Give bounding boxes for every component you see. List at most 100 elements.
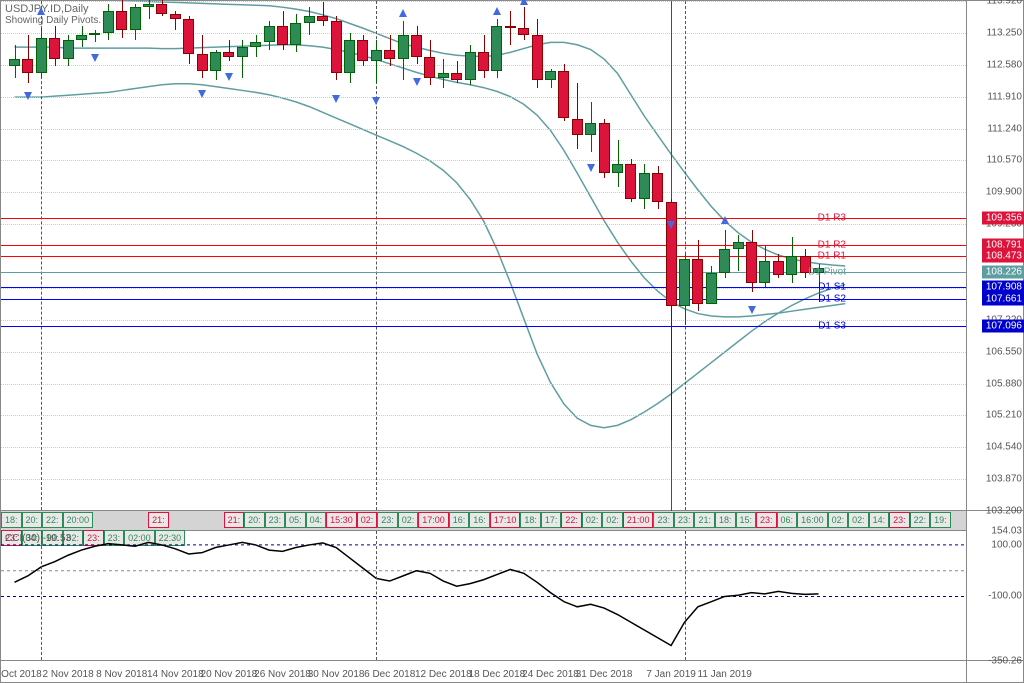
cci-line	[15, 542, 819, 645]
date-tick: 12 Dec 2018	[415, 669, 472, 680]
candle-body[interactable]	[719, 249, 730, 273]
y-gridline	[1, 192, 966, 193]
candle-body[interactable]	[223, 52, 234, 57]
candle-body[interactable]	[666, 202, 677, 307]
candle-body[interactable]	[36, 38, 47, 74]
candle-body[interactable]	[612, 164, 623, 174]
candle-body[interactable]	[491, 26, 502, 71]
date-tick: 26 Nov 2018	[254, 669, 311, 680]
y-gridline	[1, 129, 966, 130]
pivot-label: D1 R3	[818, 213, 846, 224]
candle-body[interactable]	[156, 4, 167, 14]
candle-body[interactable]	[371, 50, 382, 62]
candle-body[interactable]	[585, 123, 596, 135]
candle-body[interactable]	[451, 73, 462, 80]
y-tick: 104.540	[986, 442, 1022, 453]
candle-body[interactable]	[143, 4, 154, 6]
candle-body[interactable]	[398, 35, 409, 59]
signal-arrow-down-icon	[587, 164, 595, 172]
candle-body[interactable]	[317, 16, 328, 21]
candle-body[interactable]	[210, 52, 221, 71]
time-cell: 22:	[910, 512, 931, 528]
candle-body[interactable]	[411, 35, 422, 56]
candle-body[interactable]	[76, 35, 87, 40]
cci-axis: 154.03100.00-100.00-350.26	[967, 531, 1024, 661]
candle-body[interactable]	[465, 52, 476, 81]
cci-y-tick: -100.00	[988, 591, 1022, 602]
candle-body[interactable]	[692, 259, 703, 304]
candle-body[interactable]	[478, 52, 489, 71]
candle-body[interactable]	[22, 59, 33, 73]
main-price-panel[interactable]: USDJPY.ID,Daily Showing Daily Pivots. D1…	[1, 1, 967, 511]
candle-body[interactable]	[170, 14, 181, 19]
time-cell: 18:	[715, 512, 736, 528]
candle-body[interactable]	[639, 173, 650, 199]
candle-body[interactable]	[89, 33, 100, 35]
candle-body[interactable]	[183, 19, 194, 55]
candle-body[interactable]	[786, 256, 797, 275]
candle-body[interactable]	[746, 242, 757, 282]
signal-arrow-down-icon	[198, 90, 206, 98]
date-tick: 8 Nov 2018	[96, 669, 147, 680]
candle-body[interactable]	[49, 38, 60, 59]
candle-wick	[229, 40, 230, 61]
candle-body[interactable]	[237, 47, 248, 57]
candle-body[interactable]	[505, 26, 516, 28]
candle-body[interactable]	[532, 35, 543, 80]
candle-body[interactable]	[277, 26, 288, 45]
candle-body[interactable]	[599, 123, 610, 173]
candle-body[interactable]	[304, 16, 315, 23]
signal-arrow-down-icon	[748, 306, 756, 314]
candle-body[interactable]	[290, 23, 301, 44]
y-gridline	[1, 160, 966, 161]
pivot-label: D1 S1	[818, 282, 846, 293]
pivot-label: D1 S3	[818, 320, 846, 331]
time-cell: 20:	[22, 512, 43, 528]
candle-body[interactable]	[679, 259, 690, 307]
candle-body[interactable]	[344, 40, 355, 73]
date-tick: 18 Dec 2018	[469, 669, 526, 680]
candle-body[interactable]	[424, 57, 435, 78]
y-tick: 113.920	[987, 0, 1022, 7]
date-tick: 14 Nov 2018	[147, 669, 204, 680]
candle-body[interactable]	[438, 73, 449, 78]
candle-body[interactable]	[331, 21, 342, 73]
chart-subtitle: Showing Daily Pivots.	[5, 15, 101, 26]
time-cell: 18:	[1, 512, 22, 528]
candle-body[interactable]	[572, 119, 583, 136]
candle-body[interactable]	[384, 50, 395, 60]
candle-body[interactable]	[558, 71, 569, 119]
time-cell: 02:	[828, 512, 849, 528]
time-cell: 16:00	[797, 512, 828, 528]
price-badge: 108.226	[982, 265, 1024, 278]
candle-body[interactable]	[733, 242, 744, 249]
candle-wick	[242, 40, 243, 78]
candle-body[interactable]	[518, 28, 529, 35]
y-tick: 105.210	[986, 410, 1022, 421]
candle-body[interactable]	[652, 173, 663, 202]
candle-body[interactable]	[197, 54, 208, 71]
time-cell: 19:	[930, 512, 951, 528]
y-tick: 103.200	[986, 506, 1022, 517]
candle-body[interactable]	[759, 261, 770, 282]
candle-body[interactable]	[103, 11, 114, 32]
candle-wick	[577, 83, 578, 150]
candle-body[interactable]	[116, 11, 127, 30]
candle-body[interactable]	[9, 59, 20, 66]
y-tick: 113.250	[987, 27, 1022, 38]
candle-body[interactable]	[773, 261, 784, 275]
candle-body[interactable]	[264, 26, 275, 43]
candle-body[interactable]	[63, 40, 74, 59]
time-strip: 18:20:22:20:0021:21:20:23:05:04:15:3002:…	[1, 511, 967, 531]
candle-wick	[738, 235, 739, 271]
time-cell: 21:	[148, 512, 169, 528]
candle-body[interactable]	[250, 42, 261, 47]
candle-body[interactable]	[130, 7, 141, 31]
candle-wick	[149, 0, 150, 19]
candle-body[interactable]	[625, 164, 636, 200]
vertical-session-line	[685, 531, 686, 660]
candle-body[interactable]	[706, 273, 717, 304]
candle-body[interactable]	[545, 71, 556, 81]
cci-indicator-panel[interactable]: CCI(30) -90.53	[1, 531, 967, 661]
candle-body[interactable]	[357, 40, 368, 61]
